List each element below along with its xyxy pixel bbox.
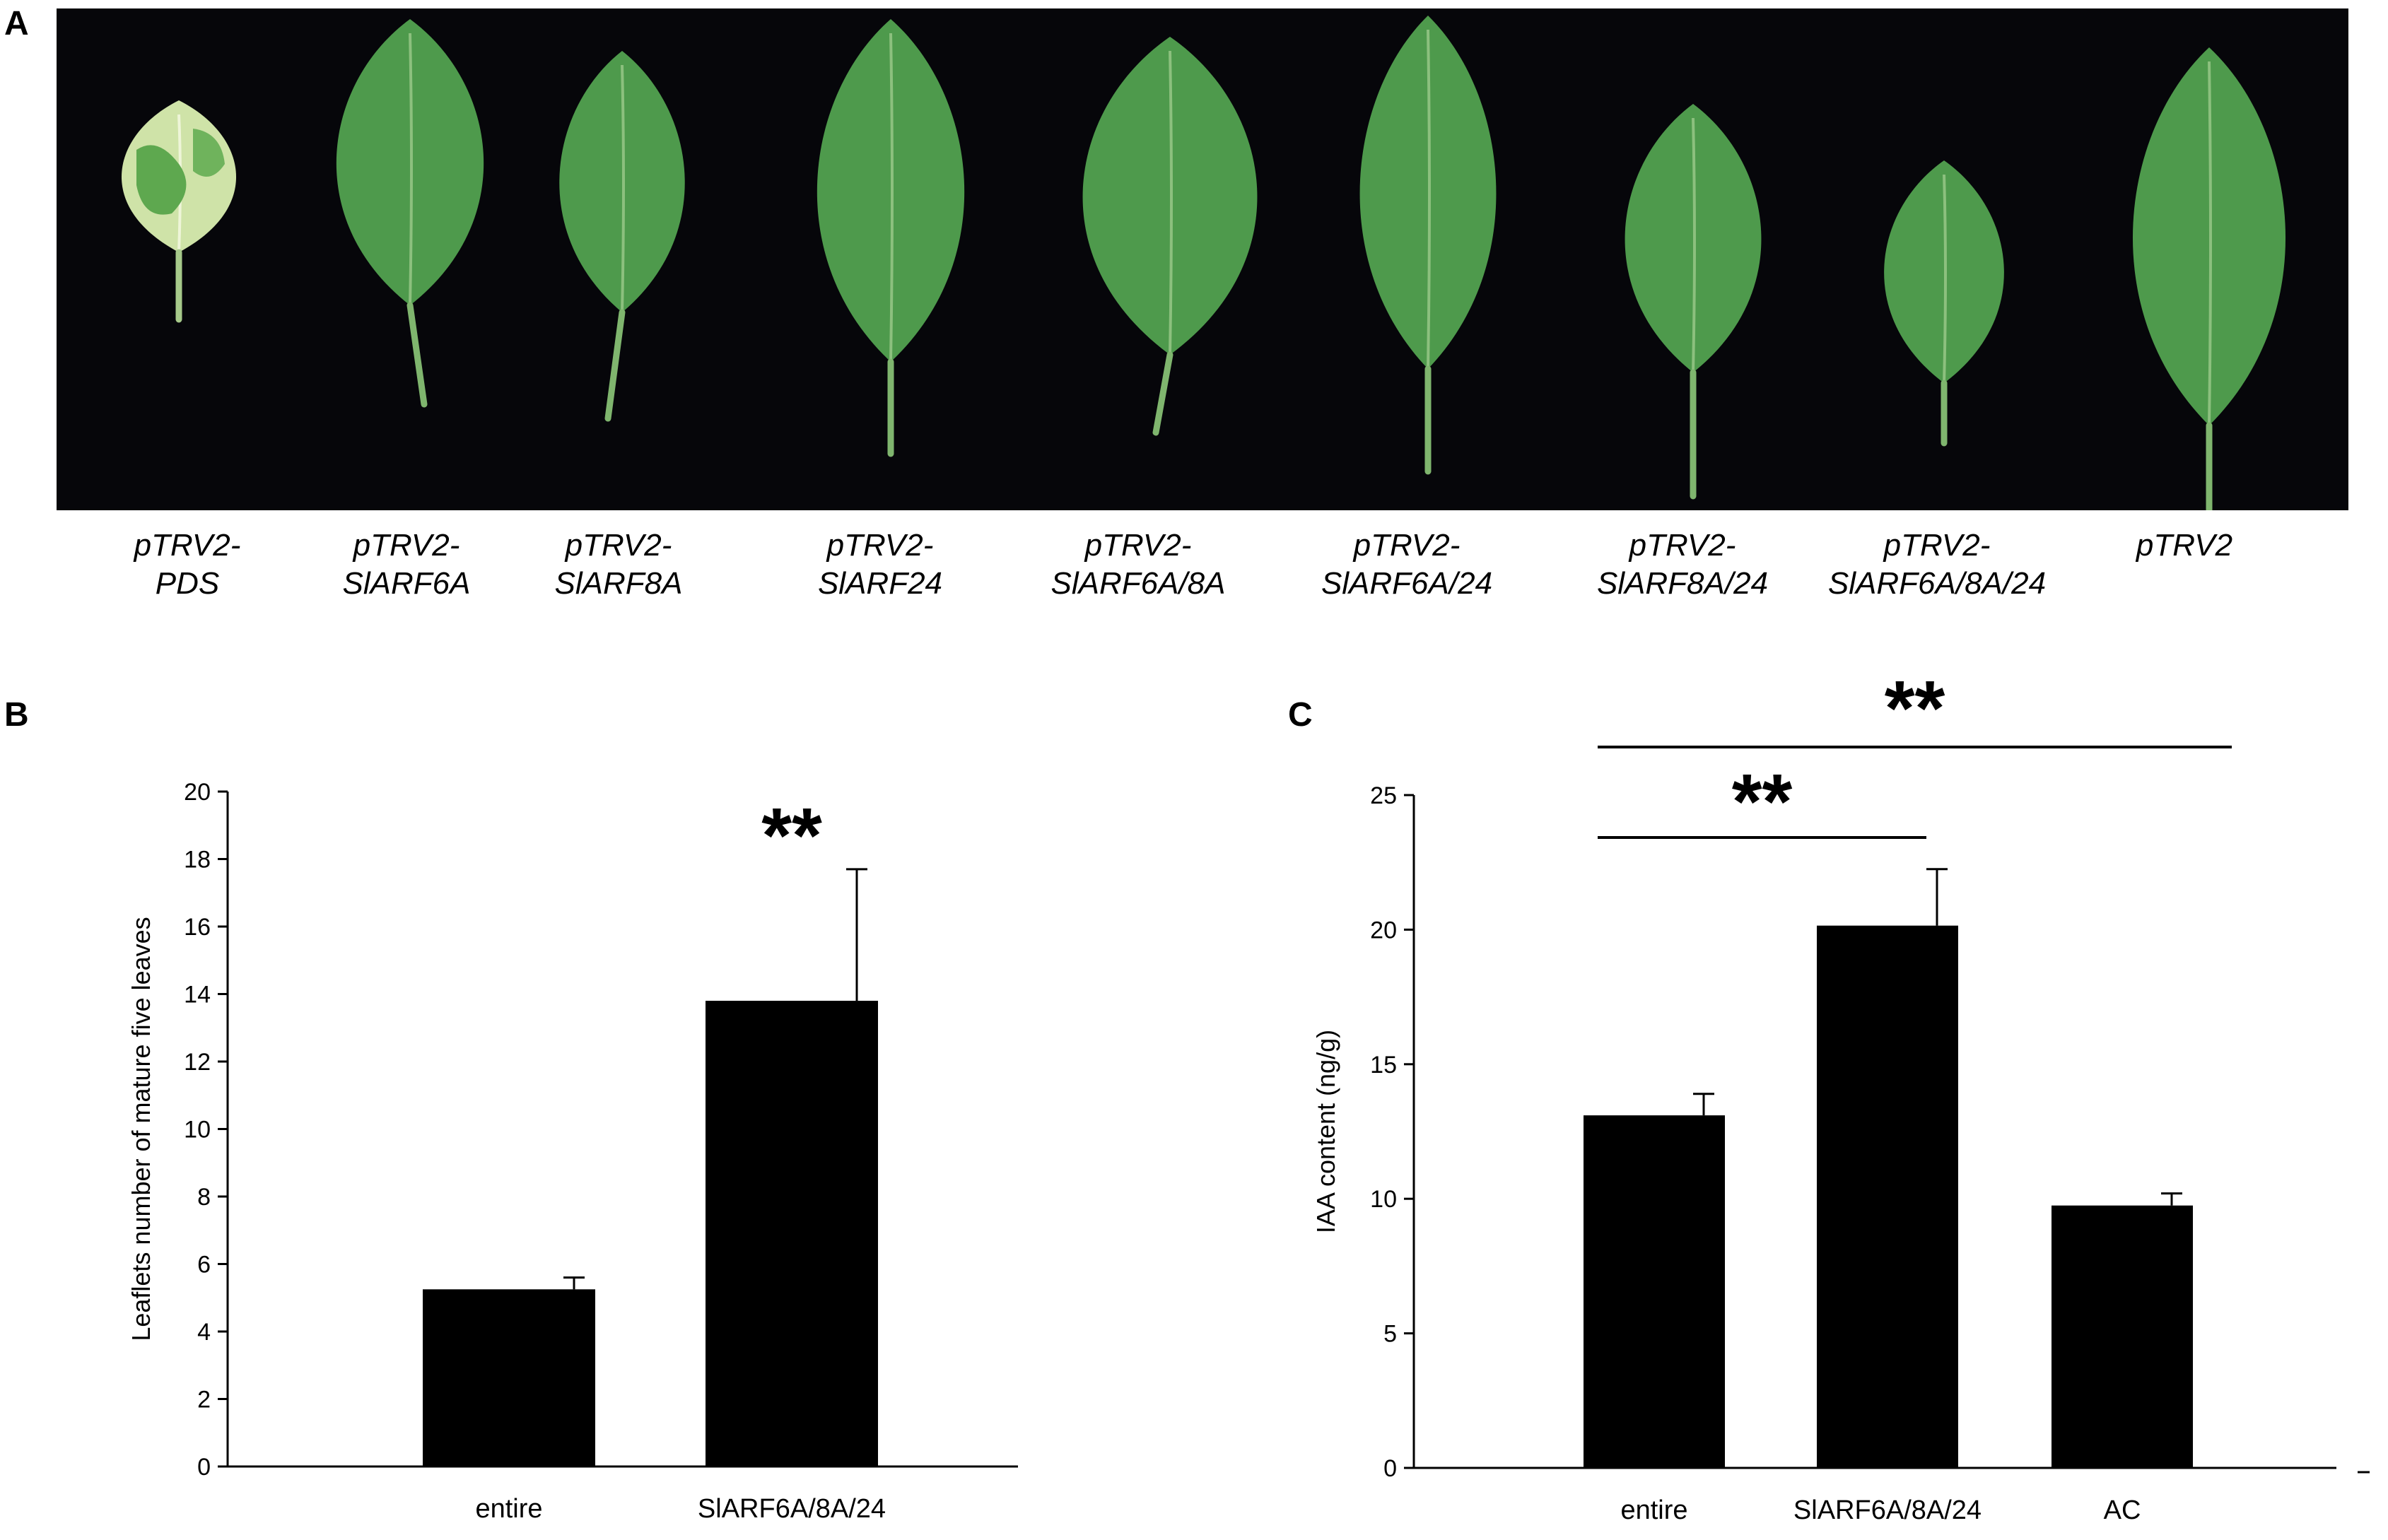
y-tick-label: 14 (184, 982, 211, 1009)
leaf-label-line2: PDS (155, 566, 220, 601)
leaf-8 (1884, 160, 2004, 447)
chart-b: 0 2 4 6 8 10 12 14 16 18 20 entire SlARF6A/8A/24 Leaf… (127, 779, 1018, 1524)
significance-stars: ** (761, 792, 822, 879)
y-tick-label: 0 (1383, 1455, 1397, 1482)
x-tick-label: entire (1620, 1495, 1687, 1525)
y-tick-label: 8 (197, 1184, 211, 1211)
leaf-label-line1: pTRV2- (1883, 528, 1991, 563)
panel-label-a: A (4, 5, 29, 42)
leaf-label-5: pTRV2- SlARF6A/8A (990, 527, 1287, 603)
leaf-label-9: pTRV2 (2036, 527, 2333, 565)
bar-3 (2052, 1205, 2193, 1468)
y-axis-label: IAA content (ng/g) (1311, 1030, 1340, 1233)
leaf-label-line2: SlARF8A (554, 566, 683, 601)
leaf-label-1: pTRV2- PDS (39, 527, 336, 603)
significance-stars: ** (1732, 758, 1793, 845)
y-tick-label: 5 (1383, 1321, 1397, 1348)
leaf-label-line1: pTRV2- (134, 528, 241, 563)
y-tick-label: 10 (1370, 1186, 1397, 1213)
leaf-label-line1: pTRV2- (1084, 528, 1192, 563)
bar-1 (1584, 1115, 1725, 1468)
leaf-9 (2132, 47, 2286, 510)
leaf-label-line1: pTRV2- (826, 528, 934, 563)
panel-label-b: B (4, 696, 29, 734)
leaf-photograph-drawing (121, 16, 2286, 510)
leaf-label-6: pTRV2- SlARF6A/24 (1258, 527, 1555, 603)
leaf-photograph (57, 8, 2348, 510)
leaf-label-2: pTRV2- SlARF6A (258, 527, 555, 603)
x-tick-label: SlARF6A/8A/24 (698, 1494, 886, 1524)
bar-2 (706, 1001, 878, 1466)
leaf-label-line1: pTRV2- (1353, 528, 1461, 563)
leaf-label-line1: pTRV2- (565, 528, 672, 563)
y-tick-label: 16 (184, 914, 211, 941)
y-tick-label: 10 (184, 1117, 211, 1144)
leaf-label-line2: SlARF6A/8A (1050, 566, 1226, 601)
y-tick-label: 12 (184, 1049, 211, 1076)
leaf-label-line2: SlARF6A/24 (1321, 566, 1493, 601)
panel-label-c: C (1288, 696, 1313, 734)
leaf-1 (121, 100, 237, 323)
y-tick-label: 18 (184, 847, 211, 874)
leaf-5 (1082, 37, 1258, 436)
y-tick-label: 4 (197, 1319, 211, 1346)
bar-2 (1817, 925, 1958, 1468)
leaf-label-line1: pTRV2 (2136, 528, 2233, 563)
leaf-4 (817, 19, 965, 457)
y-tick-label: 0 (197, 1454, 211, 1481)
y-tick-label: 6 (197, 1252, 211, 1279)
leaf-label-8: pTRV2- SlARF6A/8A/24 (1789, 527, 2085, 603)
significance-stars: ** (1885, 665, 1945, 752)
leaf-label-4: pTRV2- SlARF24 (732, 527, 1029, 603)
leaf-label-line2: SlARF6A (342, 566, 471, 601)
x-tick-label: AC (2104, 1495, 2141, 1525)
leaf-label-line2: SlARF24 (817, 566, 943, 601)
leaf-label-line1: pTRV2- (353, 528, 460, 563)
y-tick-label: 20 (1370, 917, 1397, 944)
y-tick-label: 2 (197, 1387, 211, 1413)
x-tick-label: SlARF6A/8A/24 (1793, 1495, 1982, 1525)
y-tick-label: 25 (1370, 782, 1397, 809)
x-tick-label: entire (475, 1494, 542, 1524)
leaf-2 (336, 19, 484, 408)
bar-1 (423, 1289, 595, 1466)
leaf-3 (559, 51, 685, 422)
leaf-label-line2: SlARF6A/8A/24 (1827, 566, 2047, 601)
y-tick-label: 15 (1370, 1052, 1397, 1078)
leaf-7 (1625, 104, 1762, 500)
leaf-6 (1359, 16, 1497, 475)
leaf-label-line1: pTRV2- (1629, 528, 1736, 563)
leaf-label-3: pTRV2- SlARF8A (470, 527, 767, 603)
leaf-label-7: pTRV2- SlARF8A/24 (1534, 527, 1831, 603)
leaf-label-line2: SlARF8A/24 (1596, 566, 1769, 601)
y-axis-label: Leaflets number of mature five leaves (127, 917, 156, 1341)
y-tick-label: 20 (184, 779, 211, 806)
